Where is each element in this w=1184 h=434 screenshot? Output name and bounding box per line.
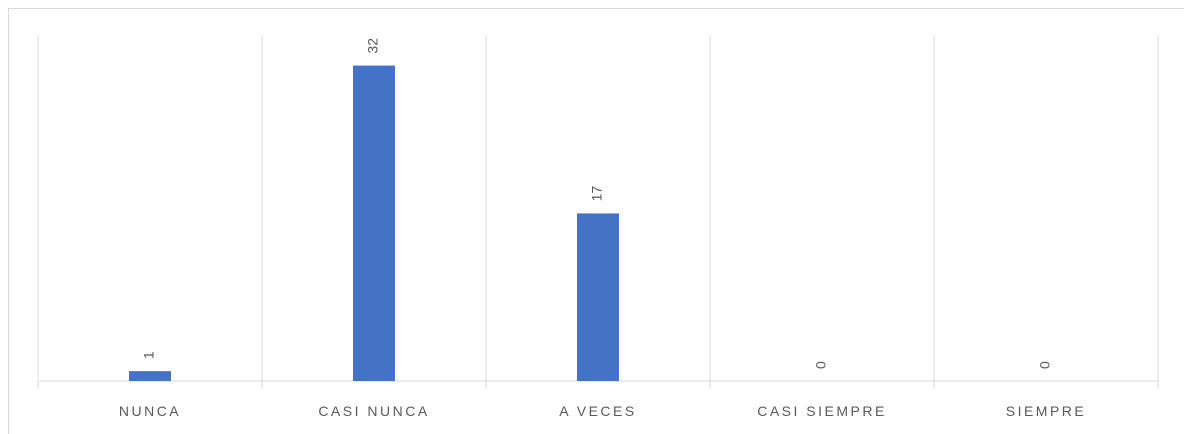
data-label: 32 <box>365 38 381 54</box>
data-label: 1 <box>141 351 157 359</box>
data-label: 0 <box>1037 361 1053 369</box>
bar <box>577 213 619 381</box>
x-tick-label: CASI NUNCA <box>318 403 429 419</box>
x-tick-label: CASI SIEMPRE <box>757 403 887 419</box>
x-tick-label: NUNCA <box>119 403 181 419</box>
x-tick-label: A VECES <box>559 403 636 419</box>
bar <box>129 371 171 381</box>
data-label: 17 <box>589 186 605 202</box>
bar <box>353 65 395 382</box>
x-tick-label: SIEMPRE <box>1006 403 1087 419</box>
data-label: 0 <box>813 361 829 369</box>
